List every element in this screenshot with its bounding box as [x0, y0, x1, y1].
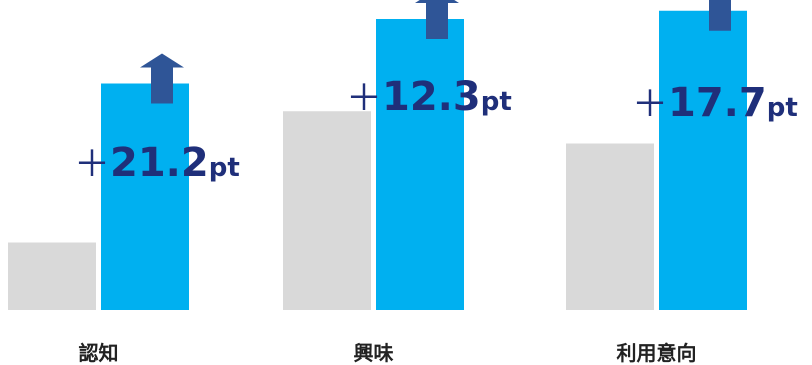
bars-group [8, 10, 747, 310]
bar-after-0 [101, 83, 189, 310]
delta-number-2: 17.7 [668, 80, 767, 126]
bar-after-1 [376, 19, 464, 310]
category-label-0: 認知 [79, 341, 119, 365]
delta-label-1: ＋12.3pt [346, 74, 512, 120]
up-arrow-icon [709, 0, 731, 31]
delta-unit-1: pt [481, 87, 512, 117]
delta-number-1: 12.3 [382, 74, 481, 120]
up-arrow-icon [415, 0, 459, 39]
delta-unit-2: pt [767, 93, 798, 123]
category-label-2: 利用意向 [617, 341, 697, 365]
delta-unit-0: pt [209, 153, 240, 183]
delta-label-0: ＋21.2pt [74, 140, 240, 186]
category-label-1: 興味 [354, 341, 394, 365]
delta-plus-2: ＋ [632, 84, 668, 125]
arrows-group [140, 0, 731, 104]
delta-number-0: 21.2 [110, 140, 209, 186]
delta-plus-1: ＋ [346, 78, 382, 119]
delta-label-2: ＋17.7pt [632, 80, 798, 126]
category-labels-group: 認知 興味 利用意向 [79, 341, 697, 365]
delta-plus-0: ＋ [74, 144, 110, 185]
bar-after-2 [659, 10, 747, 310]
up-arrow-icon [140, 53, 184, 104]
bar-before-2 [566, 143, 654, 310]
bar-before-0 [8, 242, 96, 310]
bar-before-1 [283, 111, 371, 310]
delta-labels-group: ＋21.2pt＋12.3pt ＋17.7pt [74, 74, 798, 186]
